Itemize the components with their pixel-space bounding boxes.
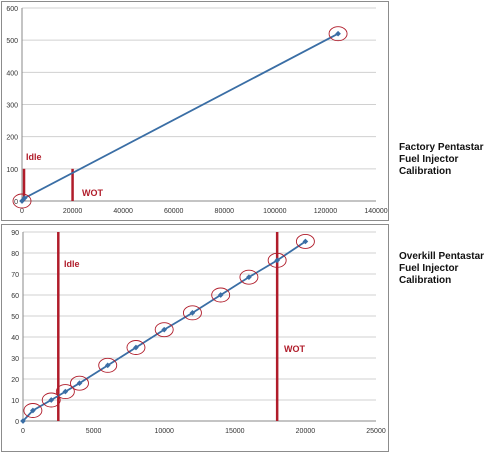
idle-label: Idle bbox=[26, 152, 42, 162]
x-tick-label: 20000 bbox=[296, 428, 316, 435]
series-line bbox=[21, 32, 339, 202]
y-tick-label: 20 bbox=[11, 377, 19, 384]
data-point bbox=[217, 292, 224, 298]
highlight-circle bbox=[70, 375, 89, 391]
y-tick-label: 10 bbox=[11, 398, 19, 405]
highlight-circle bbox=[12, 193, 32, 209]
side-label-line: Fuel Injector bbox=[399, 154, 459, 165]
data-point bbox=[133, 344, 139, 351]
x-tick-label: 15000 bbox=[225, 428, 245, 435]
y-tick-label: 500 bbox=[6, 38, 18, 45]
wot-label: WOT bbox=[82, 188, 103, 198]
y-tick-label: 60 bbox=[11, 293, 19, 300]
highlight-circle bbox=[154, 322, 174, 338]
x-tick-label: 60000 bbox=[164, 208, 184, 215]
y-tick-label: 90 bbox=[11, 230, 19, 237]
y-tick-label: 600 bbox=[6, 6, 18, 13]
y-tick-label: 80 bbox=[11, 251, 19, 258]
y-tick-label: 70 bbox=[11, 272, 19, 279]
data-point bbox=[20, 418, 26, 424]
factory-calibration-chart: 0 100 200 300 400 500 600 0 20000 40000 60000 80000… bbox=[1, 1, 389, 221]
highlight-circle bbox=[41, 392, 61, 408]
y-tick-label: 0 bbox=[15, 419, 19, 426]
overkill-calibration-chart: 0 10 20 30 40 50 60 70 80 90 0 5000 10000 15000 20000 2… bbox=[1, 224, 389, 452]
x-tick-label: 5000 bbox=[86, 428, 102, 435]
highlight-circle bbox=[23, 403, 43, 418]
factory-chart-svg: 0 100 200 300 400 500 600 0 20000 40000 60000 80000… bbox=[6, 6, 387, 215]
data-point bbox=[21, 195, 28, 201]
x-tick-label: 100000 bbox=[263, 208, 286, 215]
overkill-chart-side-label: Overkill Pentastar Fuel Injector Calibra… bbox=[399, 251, 499, 287]
x-tick-label: 10000 bbox=[154, 428, 174, 435]
y-tick-label: 400 bbox=[6, 70, 18, 77]
highlight-circle bbox=[267, 252, 287, 268]
side-label-line: Overkill Pentastar bbox=[399, 251, 485, 262]
highlight-circle bbox=[126, 340, 146, 355]
data-point bbox=[76, 380, 83, 387]
factory-chart-side-label: Factory Pentastar Fuel Injector Calibrat… bbox=[399, 142, 499, 178]
highlight-circle bbox=[328, 26, 348, 42]
y-tick-label: 300 bbox=[6, 103, 18, 110]
side-label-line: Calibration bbox=[399, 275, 452, 286]
x-tick-label: 25000 bbox=[366, 428, 386, 435]
x-tick-label: 80000 bbox=[215, 208, 235, 215]
side-label-line: Calibration bbox=[399, 166, 452, 177]
highlight-circle bbox=[98, 357, 118, 373]
y-tick-label: 100 bbox=[6, 167, 18, 174]
data-point bbox=[104, 362, 111, 369]
y-tick-label: 40 bbox=[11, 335, 19, 342]
y-tick-label: 30 bbox=[11, 356, 19, 363]
idle-label: Idle bbox=[64, 259, 80, 269]
highlight-circle bbox=[211, 287, 231, 303]
x-tick-label: 20000 bbox=[63, 208, 83, 215]
data-point bbox=[30, 407, 36, 414]
highlight-circle bbox=[295, 234, 315, 249]
highlight-circle bbox=[182, 305, 202, 321]
x-tick-label: 120000 bbox=[314, 208, 337, 215]
x-tick-label: 0 bbox=[21, 428, 25, 435]
y-tick-label: 50 bbox=[11, 314, 19, 321]
highlight-circle bbox=[55, 384, 75, 400]
highlight-circle bbox=[239, 269, 259, 285]
x-tick-label: 40000 bbox=[113, 208, 133, 215]
y-tick-label: 200 bbox=[6, 135, 18, 142]
side-label-line: Fuel Injector bbox=[399, 263, 459, 274]
wot-label: WOT bbox=[284, 344, 305, 354]
x-tick-label: 0 bbox=[20, 208, 24, 215]
side-label-line: Factory Pentastar bbox=[399, 142, 484, 153]
x-tick-label: 140000 bbox=[364, 208, 387, 215]
y-tick-label: 0 bbox=[14, 199, 18, 206]
overkill-chart-svg: 0 10 20 30 40 50 60 70 80 90 0 5000 10000 15000 20000 2… bbox=[11, 230, 386, 435]
